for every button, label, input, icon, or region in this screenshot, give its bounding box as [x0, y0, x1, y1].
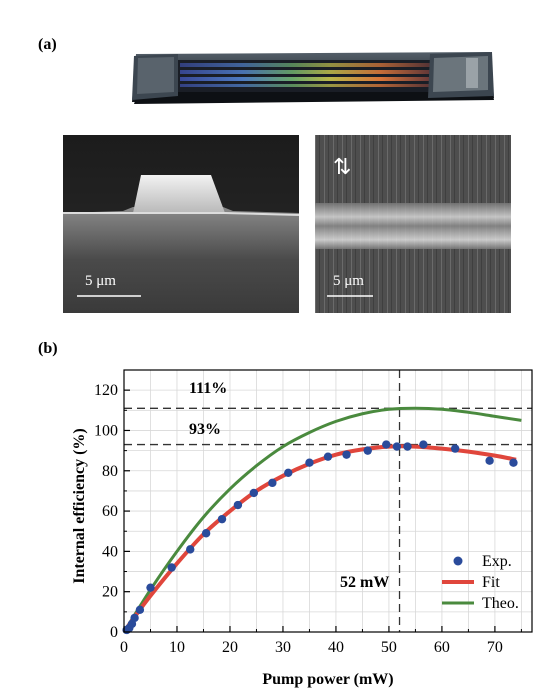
data-point — [201, 529, 211, 538]
plot-area — [124, 370, 532, 632]
data-point — [403, 442, 412, 451]
plot-frame — [123, 369, 533, 633]
data-point — [249, 488, 259, 498]
sem-cross-section: 5 μm — [63, 135, 299, 313]
data-point — [382, 440, 391, 449]
data-point — [130, 613, 139, 623]
legend-label: Theo. — [482, 595, 519, 612]
panel-a-label: (a) — [38, 36, 57, 53]
panel-b-label: (b) — [38, 340, 58, 357]
data-point — [450, 444, 460, 453]
legend-marker-exp — [453, 556, 463, 566]
series-line-theo — [122, 406, 522, 633]
annotation-93: 93% — [189, 421, 221, 438]
data-point — [135, 605, 145, 615]
x-tick-label: 70 — [487, 639, 503, 656]
y-tick-label: 100 — [94, 422, 118, 439]
annotation-52mw: 52 mW — [340, 574, 389, 591]
y-tick-label: 0 — [110, 624, 118, 641]
polarization-arrow-icon: ⇅ — [333, 155, 352, 180]
y-tick-label: 60 — [102, 503, 118, 520]
y-tick-label: 40 — [102, 543, 118, 560]
data-point — [485, 456, 494, 465]
scale-bar-label: 5 μm — [85, 273, 116, 289]
x-tick-label: 50 — [381, 639, 397, 656]
y-axis-label: Internal efficiency (%) — [71, 428, 88, 584]
legend: Exp. Fit Theo. — [442, 553, 519, 612]
data-point — [146, 583, 155, 592]
x-tick-label: 0 — [120, 639, 128, 656]
x-tick-label: 30 — [275, 639, 291, 656]
data-point — [305, 458, 314, 467]
legend-label: Exp. — [482, 553, 512, 570]
data-point — [392, 442, 402, 451]
y-tick-label: 120 — [94, 382, 118, 399]
data-point — [323, 452, 333, 461]
data-point — [342, 450, 351, 459]
data-point — [419, 440, 428, 449]
legend-label: Fit — [482, 574, 500, 591]
data-point — [217, 514, 227, 524]
data-point — [268, 478, 277, 488]
data-point — [167, 563, 176, 572]
x-tick-label: 40 — [328, 639, 344, 656]
data-point — [233, 500, 243, 510]
x-tick-label: 10 — [169, 639, 185, 656]
y-tick-label: 20 — [102, 584, 118, 601]
sem-top-view: ⇅ 5 μm — [315, 135, 511, 313]
waveguide-device-photo — [132, 52, 494, 104]
annotation-111: 111% — [189, 380, 227, 397]
y-tick-label: 80 — [102, 463, 118, 480]
x-tick-label: 60 — [434, 639, 450, 656]
data-point — [509, 458, 518, 467]
x-tick-label: 20 — [222, 639, 238, 656]
data-point — [363, 446, 372, 455]
scale-bar-label: 5 μm — [333, 273, 364, 289]
data-point — [284, 468, 293, 477]
data-point — [186, 545, 195, 554]
x-axis-label: Pump power (mW) — [262, 671, 393, 688]
